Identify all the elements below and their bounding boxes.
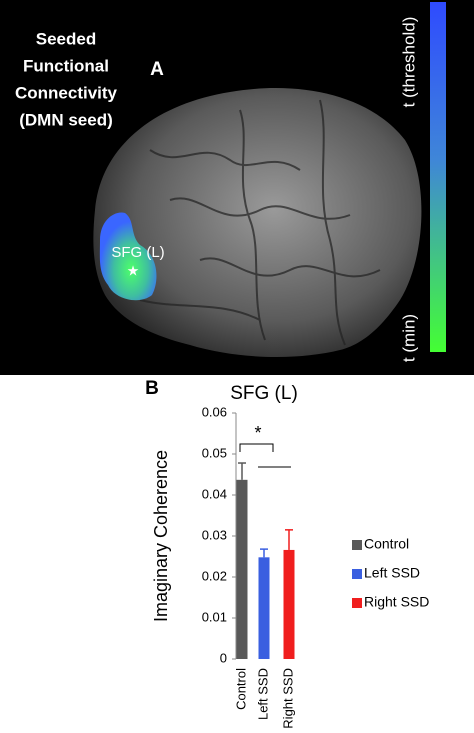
chart: 0 0.01 0.02 0.03 0.04 0.05 0.06 Control Control L… <box>202 404 430 728</box>
panel-a-label: A <box>150 59 164 80</box>
bar <box>258 557 270 659</box>
x-tick-label: Right SSD <box>280 668 295 729</box>
colorbar-top-label: t (threshold) <box>399 17 418 108</box>
bar <box>283 549 295 659</box>
y-tick-label: 0.01 <box>202 609 227 624</box>
legend-label: Right SSD <box>364 594 429 610</box>
y-tick-label: 0.02 <box>202 568 227 583</box>
x-tick-label: Control <box>233 668 248 710</box>
activation-blob <box>99 212 157 301</box>
legend-swatch <box>352 540 362 550</box>
y-tick-label: 0.03 <box>202 527 227 542</box>
panel-b-label: B <box>145 378 159 399</box>
legend-swatch <box>352 598 362 608</box>
seed-label: SFG (L) <box>111 244 164 261</box>
y-tick-label: 0.04 <box>202 486 227 501</box>
brain <box>93 88 422 357</box>
y-tick-label: 0 <box>220 650 227 665</box>
chart-title: SFG (L) <box>230 383 298 404</box>
y-axis-label: Imaginary Coherence <box>151 450 171 622</box>
colorbar <box>430 2 446 352</box>
brain-sulci <box>139 99 381 346</box>
bar <box>236 479 248 659</box>
colorbar-bottom-label: t (min) <box>399 314 418 362</box>
x-tick-label: Left SSD <box>255 668 270 720</box>
panel-a-title: Connectivity <box>15 83 118 102</box>
panel-a-title: Functional <box>23 56 109 75</box>
significance-bracket <box>239 443 274 452</box>
panel-a-title: Seeded <box>36 29 96 48</box>
panel-a-title: (DMN seed) <box>19 110 113 129</box>
legend-swatch <box>352 569 362 579</box>
y-tick-label: 0.06 <box>202 404 227 419</box>
legend-label: Control <box>364 536 409 552</box>
significance-star: * <box>254 423 261 443</box>
seed-marker: ★ <box>127 263 140 279</box>
y-tick-label: 0.05 <box>202 445 227 460</box>
legend-label: Left SSD <box>364 565 420 581</box>
